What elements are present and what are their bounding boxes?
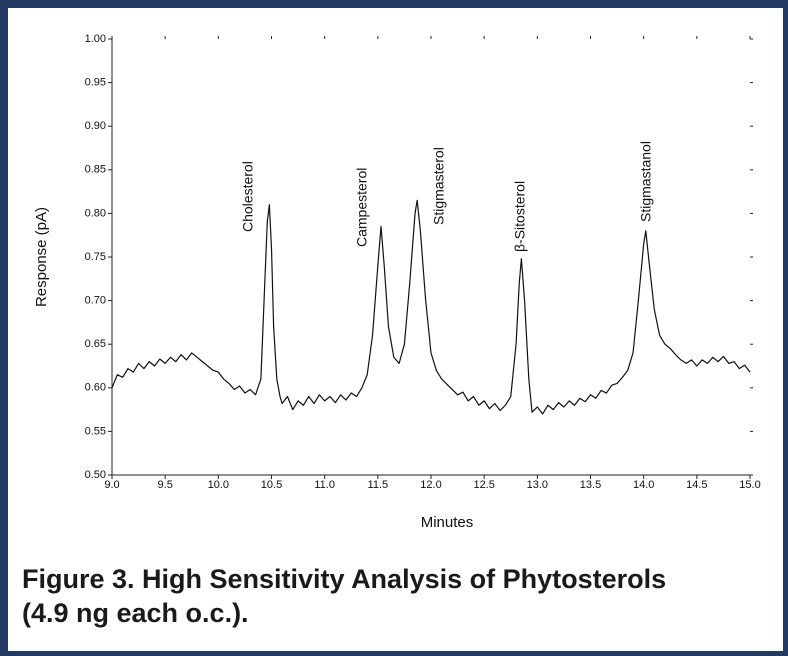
y-tick-label: 0.85 [85,164,106,176]
y-tick-label: 0.70 [85,295,106,307]
x-tick-label: 10.5 [261,479,282,491]
y-tick-label: 0.75 [85,251,106,263]
y-tick-label: 0.55 [85,425,106,437]
peak-label: Cholesterol [240,161,256,232]
y-tick-label: 0.65 [85,338,106,350]
y-tick-label: 0.60 [85,382,106,394]
x-tick-label: 14.0 [633,479,654,491]
y-tick-label: 0.95 [85,77,106,89]
x-tick-label: 13.5 [580,479,601,491]
peak-label: Stigmastanol [638,141,654,222]
x-axis-title: Minutes [421,514,474,531]
peak-label: Campesterol [354,168,370,247]
peak-label: Stigmasterol [431,147,447,225]
x-tick-label: 12.5 [473,479,494,491]
x-tick-label: 9.0 [104,479,119,491]
y-tick-label: 0.50 [85,469,106,481]
caption: Figure 3. High Sensitivity Analysis of P… [22,564,666,594]
peak-label: β-Sitosterol [512,181,528,252]
y-tick-label: 0.90 [85,120,106,132]
data-line [111,199,751,415]
x-tick-label: 13.0 [527,479,548,491]
x-tick-label: 15.0 [739,479,760,491]
x-tick-label: 9.5 [158,479,173,491]
caption: (4.9 ng each o.c.). [22,598,249,628]
x-tick-label: 11.5 [368,479,389,491]
y-axis-title: Response (pA) [33,207,50,307]
x-tick-label: 12.0 [420,479,441,491]
x-tick-label: 14.5 [686,479,707,491]
x-tick-label: 11.0 [314,479,335,491]
y-tick-label: 0.80 [85,207,106,219]
x-tick-label: 10.0 [208,479,229,491]
y-tick-label: 1.00 [85,33,106,45]
